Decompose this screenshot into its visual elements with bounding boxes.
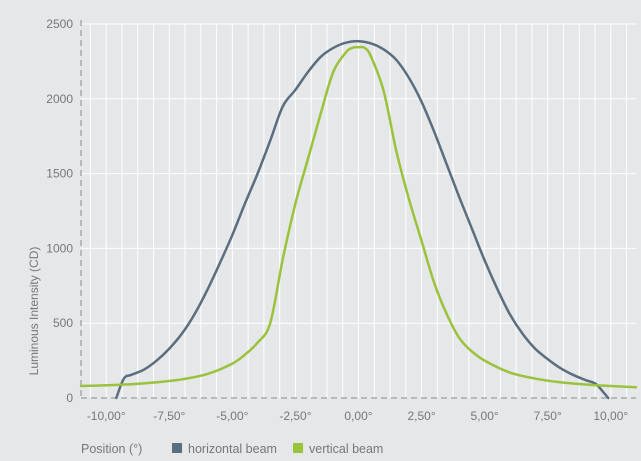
vertical-gridlines bbox=[89, 24, 628, 398]
series-lines bbox=[79, 39, 638, 400]
x-tick-label: -5,00° bbox=[216, 409, 248, 423]
x-tick-labels: -10,00° -7,50° -5,00° -2,50° 0,00° 2,50° 5,00°… bbox=[87, 409, 629, 423]
x-tick-label: 0,00° bbox=[344, 409, 372, 423]
y-tick-labels: 0 500 1000 1500 2000 2500 bbox=[46, 17, 73, 405]
x-tick-label: 5,00° bbox=[471, 409, 499, 423]
legend-label-horizontal-beam: horizontal beam bbox=[188, 442, 277, 456]
legend: Position (°) horizontal beam vertical be… bbox=[81, 442, 383, 456]
x-tick-label: -2,50° bbox=[279, 409, 311, 423]
series-line-vertical-beam bbox=[79, 45, 638, 389]
y-tick-label: 500 bbox=[53, 316, 73, 330]
x-tick-label: 10,00° bbox=[593, 409, 628, 423]
y-tick-label: 2500 bbox=[46, 17, 73, 31]
series-line-horizontal-beam bbox=[115, 39, 610, 400]
x-axis-label: Position (°) bbox=[81, 442, 142, 456]
y-axis-label: Luminous Intensity (CD) bbox=[27, 247, 41, 376]
legend-swatch-horizontal-beam bbox=[172, 443, 182, 453]
y-tick-label: 1500 bbox=[46, 167, 73, 181]
x-tick-label: -7,50° bbox=[153, 409, 185, 423]
x-tick-label: -10,00° bbox=[87, 409, 126, 423]
y-tick-label: 0 bbox=[66, 391, 73, 405]
legend-swatch-vertical-beam bbox=[293, 443, 303, 453]
horizontal-gridlines bbox=[81, 23, 636, 324]
y-tick-label: 2000 bbox=[46, 92, 73, 106]
x-tick-label: 7,50° bbox=[534, 409, 562, 423]
y-tick-label: 1000 bbox=[46, 241, 73, 255]
legend-label-vertical-beam: vertical beam bbox=[309, 442, 383, 456]
x-tick-label: 2,50° bbox=[407, 409, 435, 423]
